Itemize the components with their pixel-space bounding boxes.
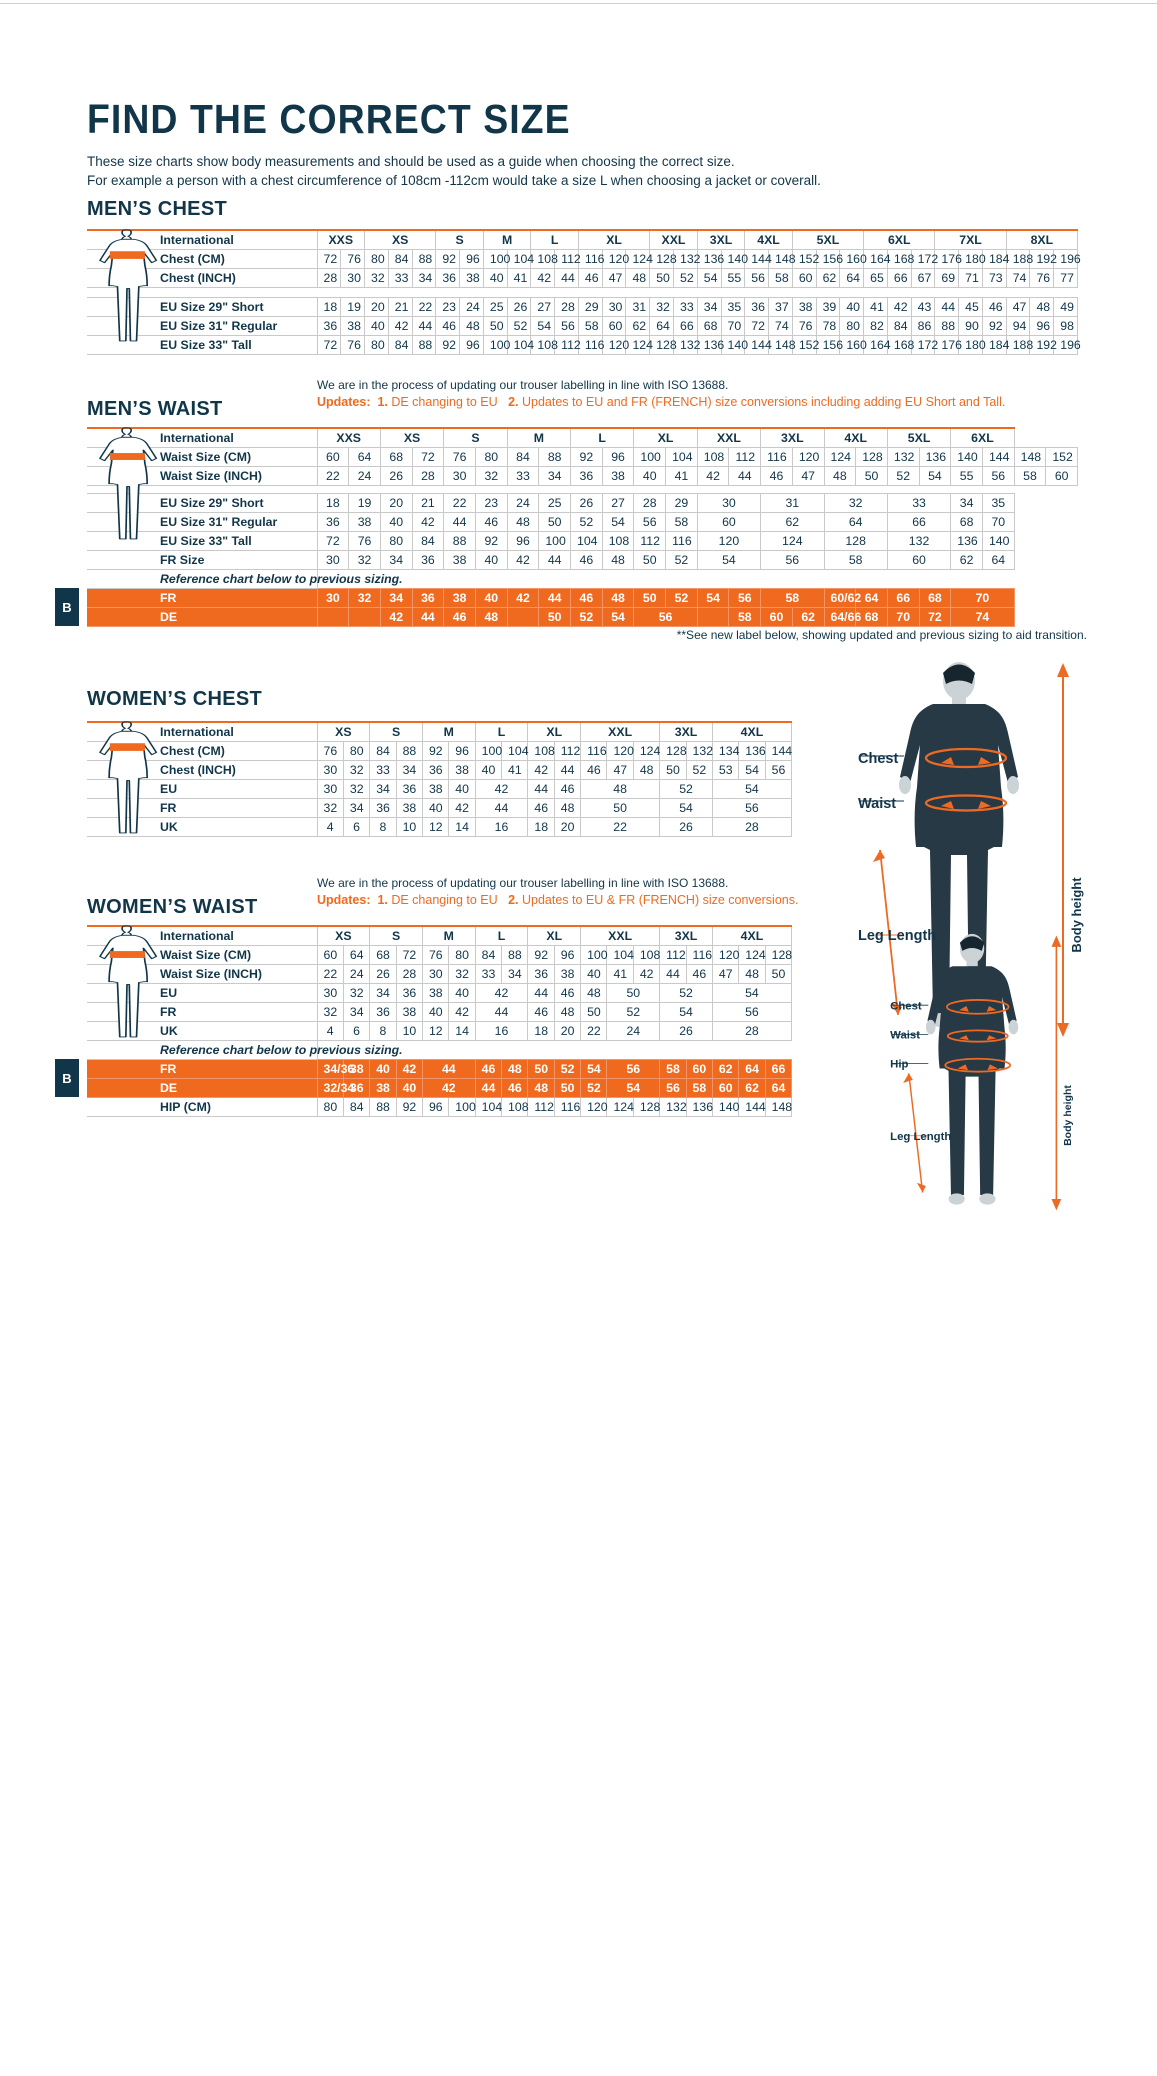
svg-text:Body height: Body height [1062, 1085, 1074, 1146]
svg-text:Chest: Chest [858, 751, 898, 767]
svg-text:Chest: Chest [890, 1000, 922, 1012]
svg-text:Waist: Waist [858, 796, 896, 812]
svg-text:Hip: Hip [890, 1059, 908, 1071]
svg-text:Waist: Waist [890, 1029, 920, 1041]
svg-text:Leg Length: Leg Length [890, 1131, 951, 1143]
